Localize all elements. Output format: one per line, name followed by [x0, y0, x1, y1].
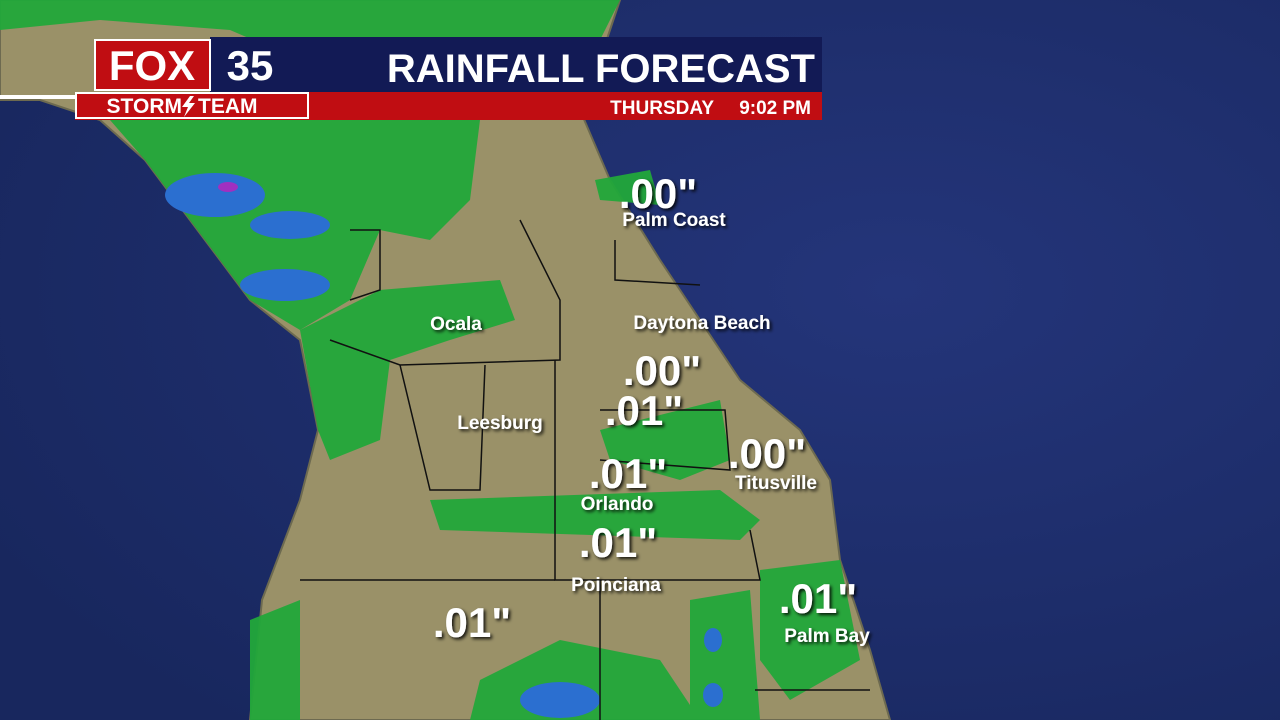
day: THURSDAY: [610, 98, 714, 119]
rain-areas: [0, 0, 860, 720]
team-right: TEAM: [198, 95, 258, 118]
rain-amount: .00": [619, 170, 697, 217]
heavier-rain: [165, 173, 723, 718]
rain-amount: .00": [728, 430, 806, 477]
county-lines: [300, 219, 870, 720]
header: FOX 35 STORM TEAM RAINFALL FORECAST THUR…: [0, 37, 822, 120]
city-label: Leesburg: [457, 413, 543, 434]
logo-box: [94, 39, 211, 91]
city-label: Daytona Beach: [633, 313, 770, 334]
logo-brand: FOX: [109, 42, 195, 89]
city-label: Orlando: [581, 494, 654, 515]
rain-amount: .01": [589, 450, 667, 497]
rain-amount: .01": [433, 599, 511, 646]
team-left: STORM: [107, 95, 182, 118]
title-bar: [210, 37, 822, 92]
bolt-icon: [182, 96, 195, 117]
city-label: Ocala: [430, 314, 482, 335]
rain-amount: .01": [579, 519, 657, 566]
header-rule: [0, 95, 80, 99]
title: RAINFALL FORECAST: [387, 47, 815, 91]
rain-amount: .01": [779, 575, 857, 622]
city-label: Palm Coast: [622, 210, 726, 231]
rain-amount: .01": [605, 387, 683, 434]
city-label: Palm Bay: [784, 626, 870, 647]
city-label: Poinciana: [571, 575, 661, 596]
logo-channel: 35: [227, 42, 274, 89]
time: 9:02 PM: [739, 98, 811, 119]
rain-amount: .00": [623, 347, 701, 394]
city-label: Titusville: [735, 473, 817, 494]
